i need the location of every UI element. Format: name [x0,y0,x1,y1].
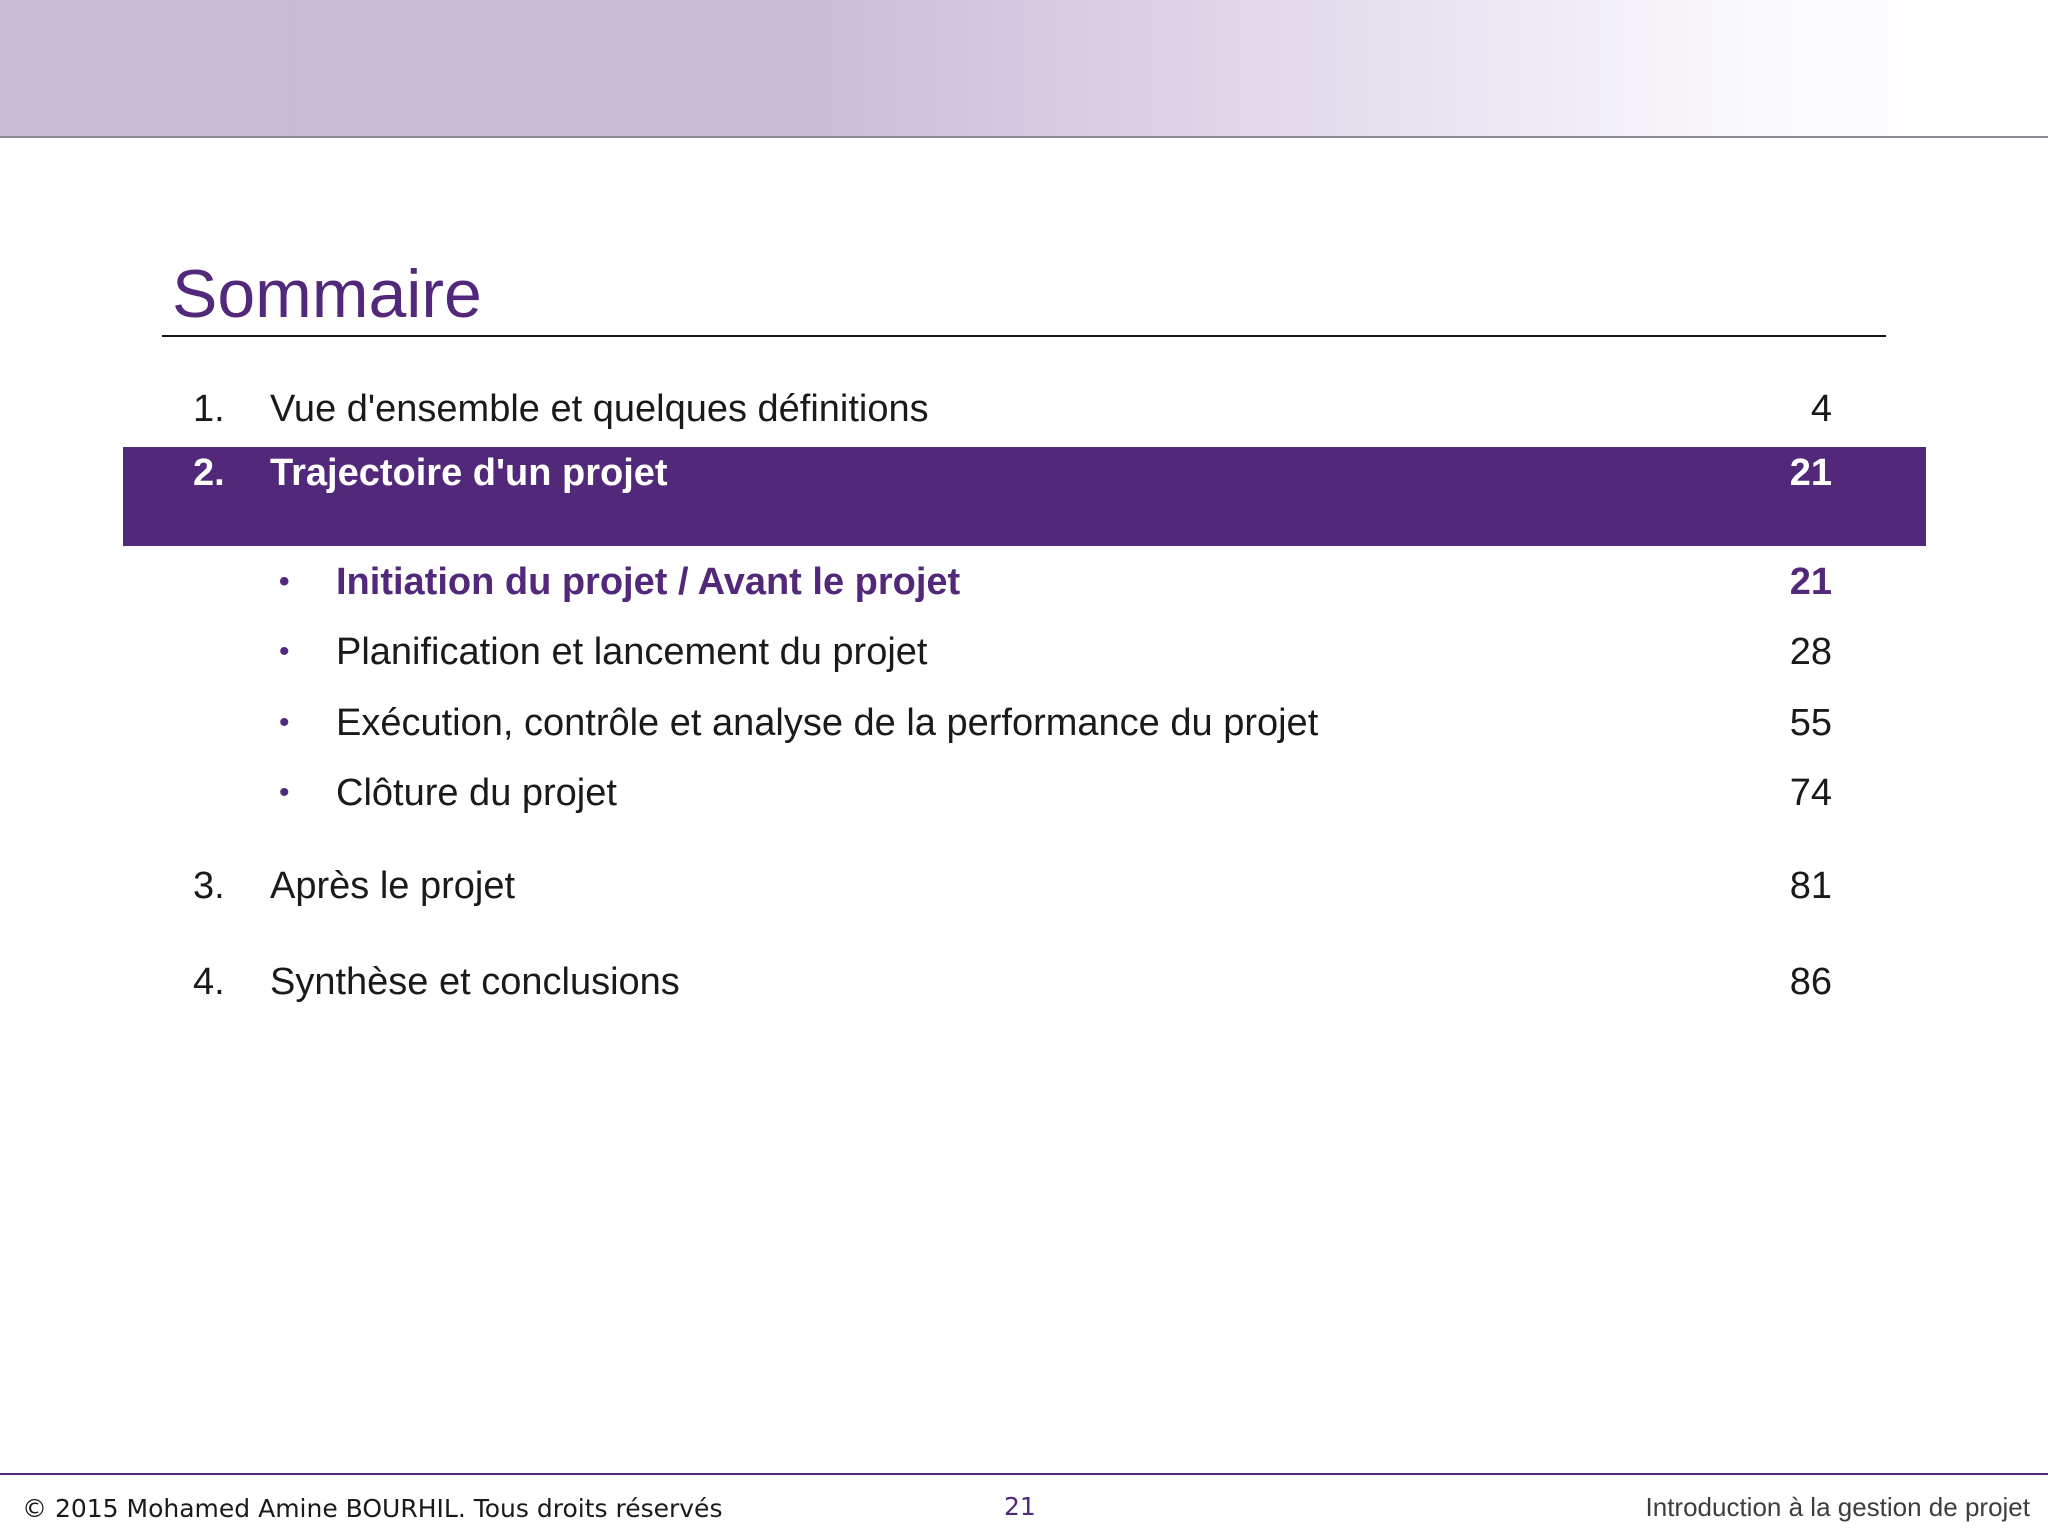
toc-item-label: Synthèse et conclusions [270,961,680,1003]
footer-copyright: © 2015 Mohamed Amine BOURHIL. Tous droit… [22,1494,723,1523]
footer-page-number: 21 [1004,1492,1036,1521]
toc-subitem-label: Exécution, contrôle et analyse de la per… [336,702,1319,744]
active-section-highlight [123,447,1926,546]
bullet-icon: • [279,565,290,598]
slide-title: Sommaire [172,256,482,332]
footer-divider [0,1473,2048,1475]
toc-item-page: 4 [1810,388,1832,430]
bullet-icon: • [279,706,290,739]
toc-item-number: 3. [193,865,225,907]
toc-item-label: Après le projet [270,865,516,907]
toc-subitem-label: Clôture du projet [336,772,617,814]
bullet-icon: • [279,776,290,809]
toc-item-page: 81 [1789,865,1832,907]
bullet-icon: • [279,635,290,668]
toc-subitem-page: 55 [1789,702,1832,744]
toc-subitem-page: 74 [1789,772,1832,814]
toc-subitem-page: 28 [1789,631,1832,673]
title-underline [162,335,1886,337]
toc-subitem-label: Initiation du projet / Avant le projet [336,561,961,603]
toc-item-number: 2. [193,452,225,494]
footer-course-title: Introduction à la gestion de projet [1645,1492,2030,1522]
toc-item-number: 1. [193,388,225,430]
toc-item-label: Trajectoire d'un projet [270,452,668,494]
toc-item-number: 4. [193,961,225,1003]
toc-item-page: 21 [1789,452,1832,494]
toc-subitem-page: 21 [1789,561,1832,603]
toc-subitem-label: Planification et lancement du projet [336,631,928,673]
header-banner [0,0,2048,138]
toc-item-label: Vue d'ensemble et quelques définitions [270,388,929,430]
toc-item-page: 86 [1789,961,1832,1003]
